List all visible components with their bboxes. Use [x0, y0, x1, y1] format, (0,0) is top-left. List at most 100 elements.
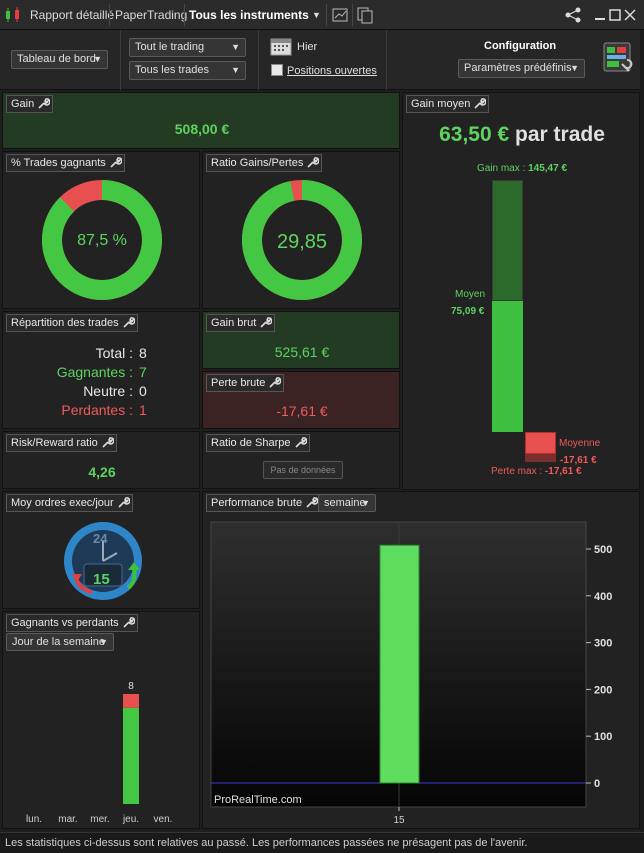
- gain-value: 508,00 €: [174, 121, 230, 137]
- copy-icon[interactable]: [356, 6, 374, 24]
- x-tick-label: 15: [393, 815, 405, 826]
- candlestick-app-icon: [6, 7, 19, 22]
- performance-panel: Performance brute semaine ▼ 0 100 200 300 400…: [202, 491, 640, 829]
- wrench-icon[interactable]: [116, 496, 130, 510]
- toolbar: Tableau de bord ▼ Tout le trading ▼ Tous l…: [0, 30, 644, 90]
- avg-label: Moyen: [455, 289, 486, 300]
- chevron-down-icon: ▼: [93, 54, 102, 64]
- performance-bar: [379, 544, 420, 784]
- calendar-icon[interactable]: [270, 36, 292, 56]
- gross-gain-title: Gain brut: [206, 314, 276, 332]
- day-label: lun.: [26, 814, 42, 825]
- ratio-title-label: Ratio Gains/Pertes: [211, 157, 304, 169]
- orders-panel: Moy ordres exec/jour 24 15: [2, 491, 200, 609]
- max-loss-label: Perte max :: [491, 466, 543, 477]
- wrench-icon[interactable]: [267, 376, 282, 390]
- gross-loss-title: Perte brute: [206, 374, 285, 392]
- instruments-selector[interactable]: Tous les instruments: [189, 8, 309, 22]
- wrench-icon[interactable]: [304, 496, 319, 510]
- y-tick-label: 300: [594, 638, 612, 650]
- day-loss-bar: [123, 694, 139, 708]
- wrench-icon[interactable]: [36, 97, 51, 111]
- y-tick-label: 400: [594, 591, 612, 603]
- win-pct-value: 87,5 %: [77, 232, 127, 249]
- sharpe-panel: Ratio de Sharpe Pas de données: [202, 431, 400, 489]
- total-label: Total :: [95, 345, 133, 361]
- gain-title: Gain: [6, 95, 54, 113]
- trading-filter-select[interactable]: Tout le trading ▼: [129, 38, 246, 57]
- day-filter-label: Jour de la semaine: [12, 636, 105, 648]
- avg-loss-value: -17,61 €: [560, 455, 597, 466]
- dashboard-select-label: Tableau de bord: [17, 53, 96, 65]
- winners-value: 7: [139, 364, 147, 380]
- performance-title: Performance brute: [206, 494, 322, 512]
- share-icon[interactable]: [564, 6, 582, 24]
- day-count-label: 8: [128, 681, 134, 692]
- wrench-icon[interactable]: [121, 616, 135, 630]
- wrench-icon[interactable]: [121, 316, 135, 330]
- wrench-icon[interactable]: [472, 97, 487, 111]
- clock-value: 15: [93, 571, 110, 588]
- win-loss-title: Gagnants vs perdants: [6, 614, 138, 632]
- max-loss-bar: [525, 454, 556, 462]
- sharpe-title-label: Ratio de Sharpe: [211, 437, 291, 449]
- wrench-icon[interactable]: [100, 436, 114, 450]
- distribution-title-label: Répartition des trades: [11, 317, 119, 329]
- gross-gain-value: 525,61 €: [274, 344, 330, 360]
- gross-loss-value: -17,61 €: [276, 403, 328, 419]
- open-positions-label[interactable]: Positions ouvertes: [287, 65, 377, 77]
- avg-loss-label: Moyenne: [559, 438, 601, 449]
- chevron-down-icon: ▼: [570, 63, 579, 73]
- clock-icon: [64, 522, 142, 600]
- day-label: jeu.: [122, 814, 139, 825]
- settings-panel-icon[interactable]: [603, 42, 633, 74]
- period-label[interactable]: Hier: [297, 41, 318, 53]
- max-loss-value: -17,61 €: [544, 466, 582, 477]
- gain-title-label: Gain: [11, 98, 35, 110]
- wrench-icon[interactable]: [258, 316, 273, 330]
- avg-gain-title-label: Gain moyen: [411, 98, 471, 110]
- y-tick-label: 0: [594, 778, 600, 790]
- maximize-icon[interactable]: [606, 6, 624, 24]
- open-positions-checkbox[interactable]: [271, 64, 283, 76]
- neutral-label: Neutre :: [83, 383, 133, 399]
- risk-reward-title-label: Risk/Reward ratio: [11, 437, 98, 449]
- wrench-icon[interactable]: [293, 436, 307, 450]
- avg-value: 75,09 €: [451, 306, 485, 317]
- configuration-title: Configuration: [484, 40, 557, 52]
- win-pct-panel: % Trades gagnants 87,5 %: [2, 151, 200, 309]
- win-pct-title-label: % Trades gagnants: [11, 157, 106, 169]
- win-loss-chart: lun. mar. mer. 8 jeu. ven.: [26, 681, 173, 825]
- presets-select-label: Paramètres prédéfinis: [464, 62, 572, 74]
- day-win-bar: [123, 707, 139, 804]
- dashboard-select[interactable]: Tableau de bord ▼: [11, 50, 108, 69]
- period-select[interactable]: semaine ▼: [318, 494, 376, 512]
- max-gain-label: Gain max :: [476, 163, 526, 174]
- wrench-icon[interactable]: [108, 156, 122, 170]
- per-trade-label: par trade: [515, 123, 605, 146]
- minimize-icon[interactable]: [591, 6, 609, 24]
- losers-value: 1: [139, 402, 147, 418]
- day-filter-select[interactable]: Jour de la semaine ▼: [6, 633, 114, 651]
- close-icon[interactable]: [621, 6, 639, 24]
- wrench-icon[interactable]: [305, 156, 320, 170]
- win-pct-donut: [42, 180, 162, 300]
- trades-filter-select[interactable]: Tous les trades ▼: [129, 61, 246, 80]
- tab-detailed-report[interactable]: Rapport détaillé: [30, 8, 115, 22]
- gain-panel: Gain 508,00 €: [2, 92, 400, 149]
- chart-export-icon[interactable]: [331, 6, 349, 24]
- window-edge: [640, 30, 644, 832]
- presets-select[interactable]: Paramètres prédéfinis ▼: [458, 59, 585, 78]
- y-tick-label: 500: [594, 544, 612, 556]
- day-label: mar.: [58, 814, 77, 825]
- performance-title-label: Performance brute: [211, 497, 303, 509]
- no-data-badge: Pas de données: [263, 461, 343, 479]
- avg-gain-title: Gain moyen: [406, 95, 490, 113]
- distribution-panel: Répartition des trades Total : 8 Gagnante…: [2, 311, 200, 429]
- chevron-down-icon[interactable]: ▼: [312, 10, 321, 20]
- gross-gain-panel: Gain brut 525,61 €: [202, 311, 400, 369]
- tab-paper-trading[interactable]: PaperTrading: [115, 8, 188, 22]
- winners-label: Gagnantes :: [56, 364, 133, 380]
- ratio-title: Ratio Gains/Pertes: [206, 154, 323, 172]
- trades-filter-label: Tous les trades: [135, 64, 209, 76]
